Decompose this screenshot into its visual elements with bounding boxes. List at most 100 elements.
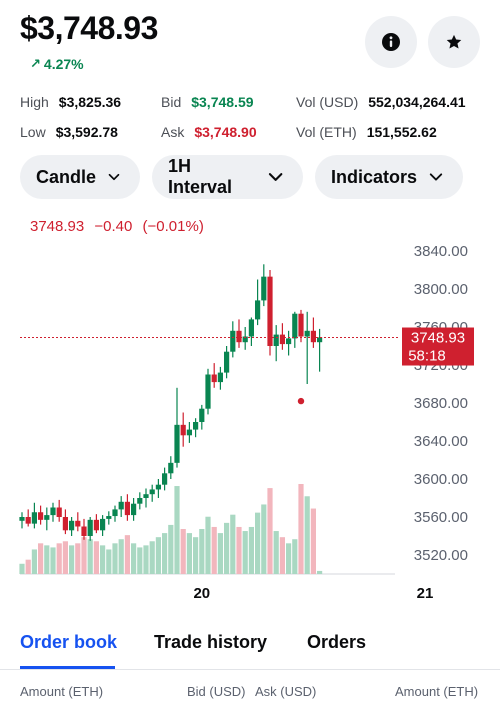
candle-body	[205, 374, 211, 409]
volume-bar	[75, 543, 81, 574]
candle-body	[19, 517, 25, 521]
bottom-tabs: Order book Trade history Orders	[20, 628, 500, 670]
price-chart[interactable]: 3748.93 −0.40 (−0.01%) 3840.00 3800.00 376…	[0, 212, 500, 612]
volume-bar	[31, 549, 37, 574]
star-icon	[446, 34, 462, 49]
market-stats: High $3,825.36 Bid $3,748.59 Vol (USD) 5…	[20, 94, 490, 154]
volume-bar	[62, 541, 68, 574]
low-marker-dot	[297, 397, 305, 405]
volume-bar	[273, 531, 279, 574]
candle-body	[261, 276, 267, 301]
price-change: ↗ 4.27%	[30, 56, 84, 72]
y-tick-label: 3800.00	[414, 281, 468, 298]
candle-body	[317, 337, 323, 343]
col-amount-left: Amount (ETH)	[20, 684, 104, 699]
candle-body	[298, 313, 304, 337]
col-bid: Bid (USD)	[187, 684, 246, 699]
candle-body	[87, 519, 93, 536]
candle-body	[38, 512, 44, 520]
volume-bar	[44, 545, 50, 574]
stat-vol-eth: Vol (ETH) 151,552.62	[296, 124, 437, 140]
tab-divider	[0, 669, 500, 670]
volume-bar	[279, 537, 285, 574]
chart-type-dropdown[interactable]: Candle	[20, 155, 140, 199]
info-button[interactable]	[365, 16, 417, 68]
stat-ask: Ask $3,748.90	[161, 124, 257, 140]
volume-bar	[193, 537, 199, 574]
candle-body	[75, 520, 81, 527]
volume-bar	[50, 547, 56, 574]
volume-bar	[286, 543, 292, 574]
volume-bar	[137, 547, 143, 574]
indicators-dropdown[interactable]: Indicators	[315, 155, 463, 199]
volume-bar	[143, 545, 149, 574]
stat-bid: Bid $3,748.59	[161, 94, 254, 110]
candle-body	[292, 313, 298, 339]
favorite-button[interactable]	[428, 16, 480, 68]
volume-bar	[205, 516, 211, 574]
volume-bar	[87, 539, 93, 574]
candle-body	[124, 501, 130, 516]
candle-body	[106, 516, 112, 519]
volume-bar	[224, 522, 230, 574]
tab-order-book[interactable]: Order book	[20, 632, 118, 652]
volume-bar	[93, 541, 99, 574]
volume-bar	[69, 545, 75, 574]
volume-bar	[25, 559, 31, 574]
col-amount-right: Amount (ETH)	[395, 684, 479, 699]
volume-bar	[180, 529, 186, 574]
active-tab-indicator	[20, 666, 115, 669]
price-tag	[402, 327, 474, 366]
chart-delta: −0.40	[94, 218, 133, 235]
chart-delta-pct: (−0.01%)	[142, 218, 204, 235]
info-icon	[382, 33, 400, 51]
candle-body	[56, 507, 62, 517]
volume-bar	[100, 545, 106, 574]
candlestick-chart[interactable]: 3840.003800.003760.003720.003680.003640.…	[0, 212, 500, 612]
candle-body	[199, 408, 205, 422]
stat-vol-usd: Vol (USD) 552,034,264.41	[296, 94, 466, 110]
candle-body	[248, 319, 254, 337]
volume-bar	[106, 549, 112, 574]
volume-bar	[217, 533, 223, 574]
candle-body	[242, 336, 248, 343]
candle-body	[62, 517, 68, 531]
y-tick-label: 3680.00	[414, 395, 468, 412]
candle-body	[44, 515, 50, 520]
candle-body	[255, 300, 261, 320]
stat-low: Low $3,592.78	[20, 124, 118, 140]
candle-body	[211, 374, 217, 383]
volume-bar	[19, 563, 25, 574]
volume-bar	[230, 514, 236, 574]
tab-trade-history[interactable]: Trade history	[154, 632, 268, 652]
candle-body	[143, 494, 149, 498]
candle-body	[93, 519, 99, 531]
candle-body	[81, 526, 87, 536]
volume-bar	[211, 526, 217, 574]
volume-bar	[56, 543, 62, 574]
volume-bar	[304, 496, 310, 574]
y-tick-label: 3600.00	[414, 471, 468, 488]
volume-bar	[168, 524, 174, 574]
interval-dropdown[interactable]: 1H Interval	[152, 155, 303, 199]
candle-body	[69, 520, 75, 531]
volume-bar	[124, 535, 130, 574]
volume-bar	[248, 526, 254, 574]
volume-bar	[267, 488, 273, 574]
candle-body	[186, 429, 192, 436]
volume-bar	[81, 537, 87, 574]
volume-bar	[261, 504, 267, 574]
chevron-down-icon	[429, 173, 443, 181]
volume-bar	[186, 533, 192, 574]
candle-body	[217, 372, 223, 383]
candle-body	[279, 334, 285, 345]
candle-body	[230, 330, 236, 352]
candle-body	[174, 424, 180, 463]
candle-body	[50, 507, 56, 516]
tab-orders[interactable]: Orders	[307, 632, 367, 652]
x-tick-label: 21	[417, 585, 434, 602]
y-tick-label: 3640.00	[414, 433, 468, 450]
candle-body	[25, 517, 31, 524]
x-tick-label: 20	[193, 585, 210, 602]
candle-body	[180, 424, 186, 436]
